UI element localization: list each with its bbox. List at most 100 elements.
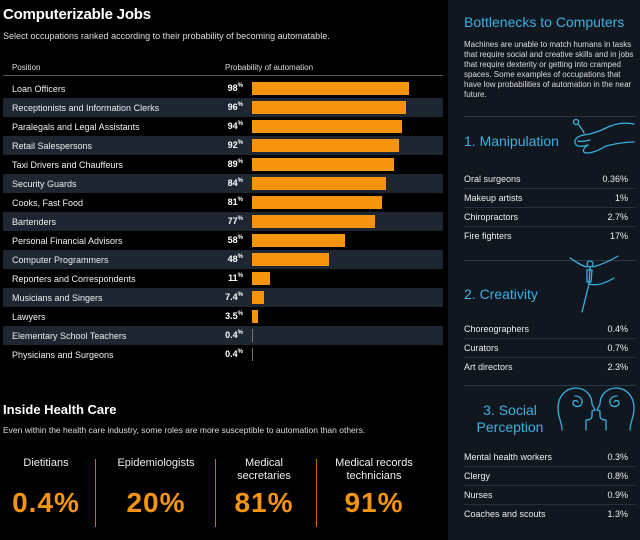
list-item: Art directors 2.3%	[464, 358, 628, 376]
category-label: Paralegals and Legal Assistants	[12, 122, 140, 132]
category-label: Retail Salespersons	[12, 141, 93, 151]
percent-sign: %	[237, 292, 243, 298]
health-stat-name: Dietitians	[23, 457, 69, 469]
section-title-social-perception: 3. Social Perception	[476, 402, 544, 435]
list-item: Nurses 0.9%	[464, 486, 628, 504]
left-panel: Computerizable Jobs Select occupations r…	[0, 6, 443, 527]
divider	[316, 459, 317, 527]
hand-icon	[572, 118, 635, 154]
data-label: 84%	[193, 178, 243, 188]
percent-sign: %	[237, 349, 243, 355]
health-stat-value: 20%	[126, 487, 186, 518]
category-label: Computer Programmers	[12, 255, 109, 265]
category-label: Reporters and Correspondents	[12, 274, 136, 284]
data-label: 0.4%	[193, 349, 243, 359]
health-care-title: Inside Health Care	[3, 402, 117, 417]
data-label: 92%	[193, 140, 243, 150]
health-stat-name: Medical secretaries	[237, 457, 291, 482]
occupation-value: 1%	[614, 193, 628, 203]
bar	[252, 139, 400, 152]
table-row: Loan Officers 98%	[3, 79, 443, 98]
occupation-value: 1.3%	[607, 509, 628, 519]
chart-title: Computerizable Jobs	[3, 6, 151, 23]
header-divider	[3, 75, 443, 76]
row-divider	[464, 466, 636, 467]
section-divider	[464, 116, 636, 117]
percent-sign: %	[237, 273, 243, 279]
table-row: Taxi Drivers and Chauffeurs 89%	[3, 155, 443, 174]
table-row: Computer Programmers 48%	[3, 250, 443, 269]
occupation-value: 0.3%	[607, 452, 628, 462]
occupation-name: Makeup artists	[464, 193, 523, 203]
data-label-value: 77	[227, 216, 238, 226]
row-divider	[464, 504, 636, 505]
bar	[252, 101, 406, 114]
percent-sign: %	[237, 140, 243, 146]
health-stat-epidemiologists: Epidemiologists 20%	[100, 457, 212, 527]
bar	[252, 215, 376, 228]
data-label: 89%	[193, 159, 243, 169]
health-stat-dietitians: Dietitians 0.4%	[0, 457, 92, 527]
bar	[252, 177, 387, 190]
data-label: 11%	[193, 273, 243, 283]
probability-column-header: Probability of automation	[225, 63, 314, 72]
row-divider	[464, 485, 636, 486]
data-label-value: 48	[227, 254, 238, 264]
percent-sign: %	[237, 197, 243, 203]
bar	[252, 158, 395, 171]
bar-chart: Loan Officers 98% Receptionists and Inform…	[3, 79, 443, 364]
table-row: Personal Financial Advisors 58%	[3, 231, 443, 250]
table-row: Security Guards 84%	[3, 174, 443, 193]
table-row: Elementary School Teachers 0.4%	[3, 326, 443, 345]
occupation-name: Curators	[464, 343, 499, 353]
occupation-name: Clergy	[464, 471, 491, 481]
data-label: 0.4%	[193, 330, 243, 340]
percent-sign: %	[237, 159, 243, 165]
bar	[252, 120, 403, 133]
bar	[252, 196, 382, 209]
table-row: Physicians and Surgeons 0.4%	[3, 345, 443, 364]
category-label: Loan Officers	[12, 84, 66, 94]
occupation-value: 2.3%	[607, 362, 628, 372]
percent-sign: %	[237, 235, 243, 241]
bar	[252, 329, 253, 342]
data-label-value: 98	[227, 83, 238, 93]
occupation-value: 0.4%	[607, 324, 628, 334]
bar	[252, 291, 264, 304]
percent-sign: %	[237, 330, 243, 336]
data-label: 94%	[193, 121, 243, 131]
occupation-name: Coaches and scouts	[464, 509, 546, 519]
table-row: Bartenders 77%	[3, 212, 443, 231]
list-item: Coaches and scouts 1.3%	[464, 505, 628, 523]
occupation-value: 0.7%	[607, 343, 628, 353]
table-row: Paralegals and Legal Assistants 94%	[3, 117, 443, 136]
table-row: Receptionists and Information Clerks 96%	[3, 98, 443, 117]
dancer-icon	[569, 255, 619, 313]
section-divider	[464, 385, 636, 386]
occupation-value: 2.7%	[607, 212, 628, 222]
health-stat-name: Medical records technicians	[335, 457, 413, 482]
occupation-value: 17%	[609, 231, 628, 241]
data-label-value: 0.4	[225, 330, 238, 340]
health-stat-medical-secretaries: Medical secretaries 81%	[220, 457, 308, 527]
health-care-subtitle: Even within the health care industry, so…	[3, 425, 366, 435]
occupation-name: Fire fighters	[464, 231, 512, 241]
percent-sign: %	[237, 83, 243, 89]
data-label: 48%	[193, 254, 243, 264]
percent-sign: %	[237, 216, 243, 222]
data-label-value: 92	[227, 140, 238, 150]
percent-sign: %	[237, 121, 243, 127]
health-stat-name: Epidemiologists	[117, 457, 195, 469]
list-item: Fire fighters 17%	[464, 227, 628, 245]
data-label-value: 0.4	[225, 349, 238, 359]
health-stat-value: 91%	[344, 487, 404, 518]
sidebar-title: Bottlenecks to Computers	[464, 14, 625, 30]
percent-sign: %	[237, 102, 243, 108]
data-label: 77%	[193, 216, 243, 226]
percent-sign: %	[237, 178, 243, 184]
bar	[252, 82, 409, 95]
chart-subtitle: Select occupations ranked according to t…	[3, 31, 330, 41]
row-divider	[464, 338, 636, 339]
occupation-name: Choreographers	[464, 324, 530, 334]
category-label: Bartenders	[12, 217, 57, 227]
